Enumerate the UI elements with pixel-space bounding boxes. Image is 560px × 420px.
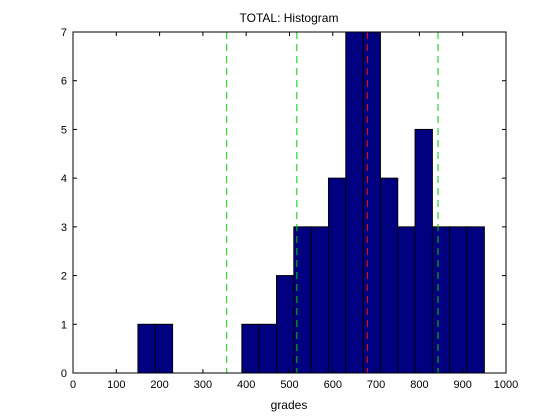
x-tick-label: 700	[367, 379, 385, 391]
histogram-bar	[258, 323, 278, 374]
x-tick-label: 500	[280, 379, 298, 391]
histogram-bar	[397, 226, 416, 374]
histogram-bar	[327, 177, 347, 374]
histogram-bar	[310, 226, 329, 374]
x-tick-label: 400	[237, 379, 255, 391]
histogram-bar	[345, 31, 364, 374]
y-tick-label: 6	[61, 76, 67, 88]
y-tick-label: 3	[61, 222, 67, 234]
x-tick-label: 800	[410, 379, 428, 391]
x-axis-label: grades	[271, 398, 308, 412]
histogram-bar	[241, 323, 260, 374]
x-tick-label: 200	[150, 379, 168, 391]
x-tick-label: 900	[454, 379, 472, 391]
y-tick-label: 2	[61, 271, 67, 283]
reference-lines-group	[226, 32, 439, 373]
x-tick-label: 0	[70, 379, 76, 391]
y-tick-label: 1	[61, 319, 67, 331]
y-axis: 0 1 2 3 4 5 6 7	[61, 27, 506, 380]
chart-title: TOTAL: Histogram	[240, 11, 339, 25]
x-axis: 0 100 200 300 400 500 600 700 800 900 1000	[70, 32, 518, 391]
histogram-bar	[137, 323, 156, 374]
y-tick-label: 4	[61, 173, 67, 185]
histogram-bar	[449, 226, 468, 374]
x-tick-label: 1000	[494, 379, 518, 391]
histogram-bar	[414, 128, 433, 374]
x-tick-label: 300	[194, 379, 212, 391]
histogram-bar	[466, 226, 485, 374]
histogram-bar	[154, 323, 174, 374]
x-tick-label: 600	[324, 379, 342, 391]
histogram-bar	[431, 226, 451, 374]
histogram-bar	[276, 275, 295, 374]
y-tick-label: 5	[61, 124, 67, 136]
y-tick-label: 0	[61, 368, 67, 380]
histogram-bar	[379, 177, 399, 374]
x-tick-label: 100	[107, 379, 125, 391]
histogram-bar	[362, 31, 381, 374]
y-tick-label: 7	[61, 27, 67, 39]
